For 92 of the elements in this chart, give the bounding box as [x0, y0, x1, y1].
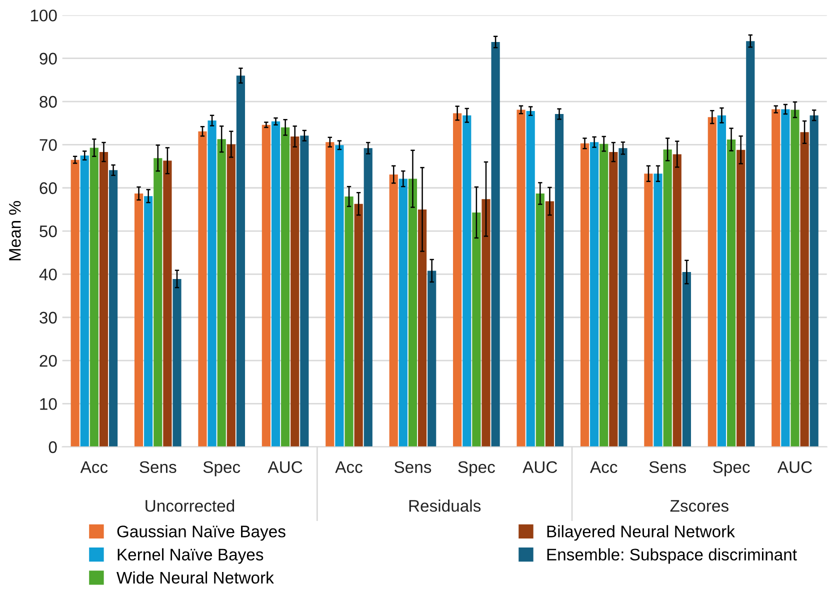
- bar: [453, 113, 462, 447]
- x-tick-label: Spec: [713, 461, 750, 476]
- x-tick-label: Acc: [590, 461, 618, 474]
- bar: [217, 139, 226, 447]
- bar: [644, 174, 653, 447]
- x-tick-label: Acc: [335, 461, 362, 474]
- x-tick-label: Spec: [458, 461, 495, 476]
- x-tick-label: Sens: [140, 461, 176, 474]
- bar: [144, 196, 153, 447]
- text: Zscores: [670, 500, 728, 512]
- y-tick-label: 50: [40, 225, 57, 238]
- bar: [398, 178, 408, 447]
- x-tick-label: Sens: [394, 461, 432, 474]
- bar: [491, 42, 500, 447]
- bar: [536, 193, 544, 447]
- bar: [364, 148, 372, 447]
- bar: [482, 199, 490, 447]
- bar: [281, 127, 290, 447]
- y-tick-label: 70: [40, 139, 57, 151]
- x-tick-label: AUC: [268, 461, 302, 474]
- bar: [526, 111, 535, 447]
- bar: [226, 144, 236, 447]
- bar: [408, 178, 418, 447]
- y-tick-label: 0: [48, 441, 57, 454]
- bar: [609, 152, 618, 447]
- y-tick-label: 100: [30, 10, 57, 22]
- bar: [590, 142, 599, 447]
- x-tick-label: Sens: [649, 461, 686, 474]
- bar: [580, 143, 590, 447]
- legend-label: Ensemble: Subspace discriminant: [547, 548, 797, 564]
- bar: [726, 140, 736, 447]
- bar: [781, 109, 790, 447]
- bar: [708, 117, 716, 447]
- bar: [663, 149, 672, 447]
- bar: [554, 114, 564, 447]
- bar: [354, 204, 363, 447]
- bar: [271, 121, 280, 447]
- y-tick-label: 10: [40, 398, 57, 410]
- y-tick-label: 40: [39, 268, 57, 280]
- bar: [134, 193, 144, 447]
- text: Uncorrected: [146, 500, 234, 512]
- bar: [198, 131, 207, 447]
- bar: [108, 170, 118, 447]
- y-tick-label: 90: [40, 52, 57, 65]
- bar: [389, 174, 398, 447]
- bar: [344, 196, 354, 447]
- bar: [300, 136, 309, 447]
- bar: [600, 144, 608, 447]
- bar: [462, 115, 472, 447]
- y-tick-label: 80: [40, 96, 57, 108]
- x-tick-label: AUC: [522, 461, 558, 474]
- bar: [682, 272, 691, 447]
- bar: [800, 132, 809, 447]
- bar: [80, 155, 89, 447]
- bar: [163, 160, 172, 447]
- bar: [335, 145, 344, 447]
- bar: [654, 174, 662, 447]
- bar: [262, 124, 270, 447]
- bar: [326, 142, 334, 447]
- legend-label: Wide Neural Network: [116, 571, 274, 584]
- bar: [790, 110, 800, 447]
- bar: [672, 154, 682, 447]
- legend-label: Gaussian Naïve Bayes: [117, 525, 286, 541]
- bar: [516, 110, 526, 447]
- x-tick-label: AUC: [777, 461, 812, 474]
- bar: [70, 160, 80, 447]
- legend-label: Kernel Naïve Bayes: [118, 548, 264, 564]
- legend-label: Bilayered Neural Network: [547, 525, 735, 541]
- y-tick-label: 60: [40, 182, 57, 194]
- bar: [90, 148, 98, 447]
- x-tick-label: Acc: [80, 461, 108, 474]
- bar: [154, 158, 162, 447]
- bar: [772, 109, 780, 447]
- bar: [810, 115, 818, 447]
- bar: [746, 41, 755, 447]
- bar: [545, 201, 554, 447]
- bar: [618, 148, 628, 447]
- y-tick-label: 20: [40, 354, 57, 367]
- text: Residuals: [409, 500, 481, 512]
- y-tick-label: 30: [40, 312, 57, 324]
- bar: [418, 209, 427, 447]
- bar: [99, 152, 108, 447]
- bar: [208, 120, 216, 447]
- bar: [428, 270, 436, 447]
- bar: [717, 115, 726, 447]
- bar: [236, 76, 246, 447]
- bar: [172, 278, 182, 447]
- bar: [736, 150, 746, 447]
- x-tick-label: Spec: [203, 461, 240, 476]
- y-axis-title: Mean %: [9, 201, 21, 260]
- bar: [472, 212, 481, 447]
- bar: [290, 136, 300, 447]
